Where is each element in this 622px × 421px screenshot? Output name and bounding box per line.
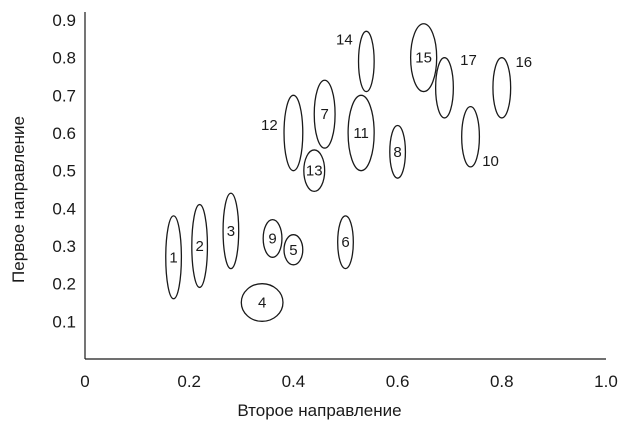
y-tick-label: 0.3 <box>52 237 76 256</box>
point-label-12: 12 <box>261 117 278 134</box>
y-tick-label: 0.8 <box>52 49 76 68</box>
ellipse-14 <box>357 30 375 93</box>
y-tick-label: 0.6 <box>52 124 76 143</box>
y-tick-label: 0.4 <box>52 199 76 218</box>
ellipse-2 <box>191 203 209 289</box>
point-label-11: 11 <box>353 125 369 142</box>
x-tick-label: 0.4 <box>282 372 306 391</box>
ellipse-4 <box>240 283 284 322</box>
point-label-10: 10 <box>482 153 499 170</box>
ellipse-12 <box>283 94 304 172</box>
x-tick-label: 0.2 <box>177 372 201 391</box>
ellipse-11 <box>347 94 375 172</box>
ellipse-9 <box>262 218 283 258</box>
ellipse-10 <box>461 105 481 168</box>
point-label-17: 17 <box>460 52 477 69</box>
point-label-8: 8 <box>393 144 401 161</box>
ellipse-5 <box>283 234 304 266</box>
x-tick-label: 1.0 <box>594 372 618 391</box>
ellipse-3 <box>222 192 240 270</box>
x-tick-label: 0.8 <box>490 372 514 391</box>
point-label-9: 9 <box>268 230 276 247</box>
point-label-16: 16 <box>515 54 532 71</box>
x-tick-label: 0.6 <box>386 372 410 391</box>
point-label-13: 13 <box>306 163 323 180</box>
point-label-6: 6 <box>341 234 349 251</box>
point-label-7: 7 <box>320 106 328 123</box>
point-label-14: 14 <box>336 31 353 48</box>
axes <box>84 12 606 360</box>
point-label-5: 5 <box>289 242 297 259</box>
ellipse-17 <box>434 57 454 119</box>
ellipse-13 <box>303 149 326 193</box>
y-tick-labels: 0.1 0.2 0.3 0.4 0.5 0.6 0.7 0.8 0.9 <box>52 11 76 331</box>
x-axis-title: Второе направление <box>237 401 401 420</box>
point-label-3: 3 <box>227 223 235 240</box>
y-tick-label: 0.2 <box>52 275 76 294</box>
ellipse-8 <box>389 124 407 179</box>
y-tick-label: 0.9 <box>52 11 76 30</box>
y-tick-label: 0.5 <box>52 162 76 181</box>
ellipse-15 <box>409 23 438 93</box>
x-tick-labels: 0 0.2 0.4 0.6 0.8 1.0 <box>80 372 618 391</box>
point-label-15: 15 <box>415 50 432 67</box>
point-label-1: 1 <box>169 249 177 266</box>
ellipse-6 <box>337 215 354 270</box>
point-label-2: 2 <box>195 238 203 255</box>
ellipse-16 <box>492 57 512 119</box>
ellipse-1 <box>165 215 183 300</box>
y-axis-title: Первое направление <box>9 116 28 283</box>
x-tick-label: 0 <box>80 372 89 391</box>
point-label-4: 4 <box>258 295 266 312</box>
ellipse-7 <box>313 79 336 149</box>
y-tick-label: 0.7 <box>52 86 76 105</box>
y-tick-label: 0.1 <box>52 312 76 331</box>
